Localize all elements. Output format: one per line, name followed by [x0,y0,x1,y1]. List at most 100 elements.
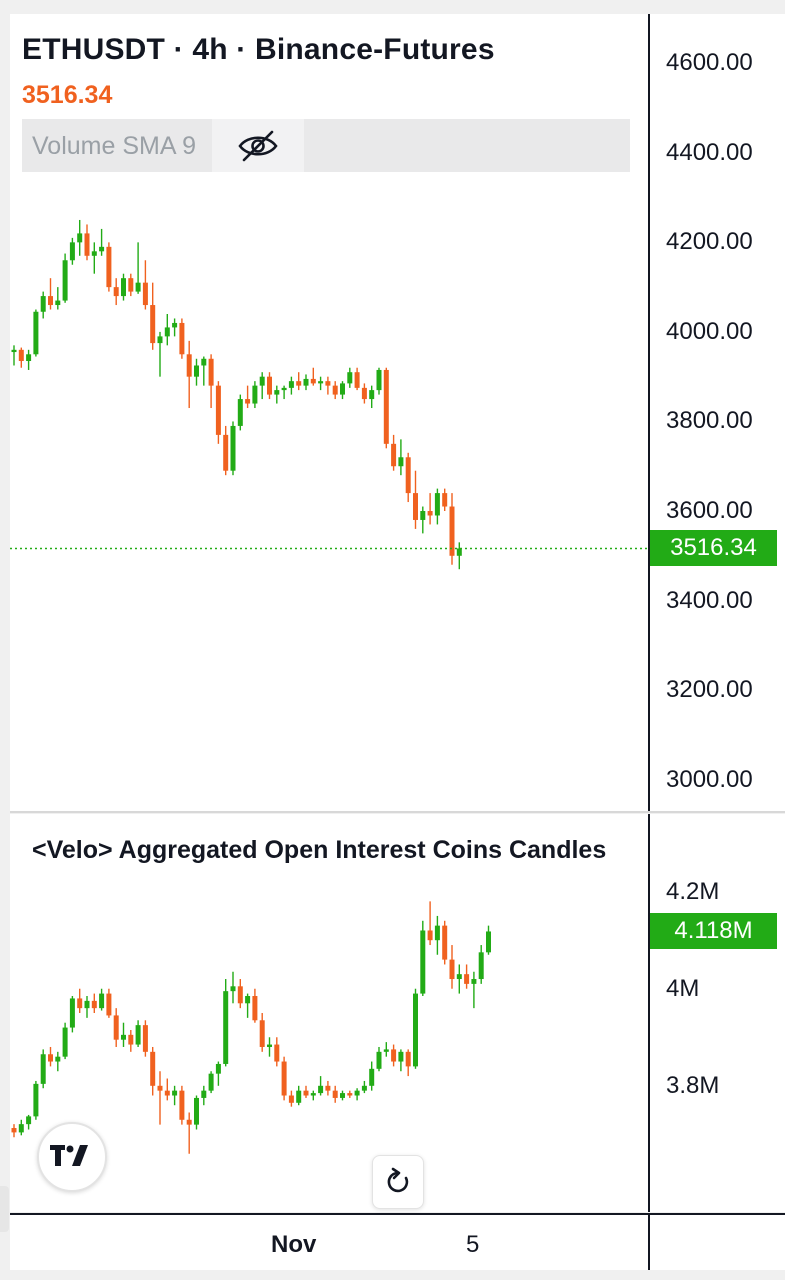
y-tick-label: 3000.00 [666,765,753,793]
candle-body [69,242,75,261]
y-tick-label: 3800.00 [666,407,753,435]
candle-body [471,979,477,984]
open-interest-candles [11,901,491,1154]
y-tick-label: 3600.00 [666,497,753,524]
candle-body [18,349,24,362]
candle-body [33,311,39,355]
y-tick-label: 4.2M [666,877,720,905]
y-tick-label: 4200.00 [666,228,753,256]
candle-body [194,1097,199,1125]
candle-body [347,372,353,384]
candle-body [91,1000,97,1009]
drawing-toolbar-handle[interactable] [0,1186,9,1232]
oi-scale-border [648,814,650,1212]
candle-body [201,358,207,366]
candle-body [303,1090,309,1096]
candle-body [208,1073,214,1091]
volume-indicator-legend[interactable] [22,119,630,172]
candle-body [237,399,243,426]
candle-body [157,1085,163,1091]
candle-body [413,993,418,1067]
candle-body [62,1027,68,1057]
candle-body [26,354,32,362]
candle-body [142,1025,148,1052]
candle-body [405,457,411,494]
time-scale-border [648,1215,650,1270]
candle-body [434,925,440,941]
candle-body [186,354,192,377]
candle-body [449,959,455,980]
y-tick-label: 4M [666,974,700,1002]
candle-body [157,336,163,344]
candle-body [186,1119,192,1125]
candle-body [150,305,156,344]
candle-body [128,1034,134,1045]
candle-body [361,1085,367,1091]
candle-body [427,511,433,516]
open-interest-panel[interactable] [10,814,785,1212]
candle-body [310,1093,316,1096]
candle-body [318,1085,324,1094]
candle-body [310,378,316,384]
candle-body [434,493,440,516]
candle-body [99,993,105,1009]
pane-divider[interactable] [10,811,785,813]
candle-body [442,925,448,960]
candle-body [354,1090,360,1096]
toggle-visibility-button[interactable] [212,119,304,172]
candle-body [288,381,294,388]
reset-chart-button[interactable] [372,1155,424,1209]
candle-body [150,1051,156,1086]
time-label-5: 5 [466,1231,480,1258]
candle-body [332,385,338,395]
time-axis-panel[interactable] [10,1215,785,1270]
candle-body [369,390,375,400]
candle-body [405,1051,411,1067]
candle-body [398,457,404,467]
candle-body [142,282,148,306]
candle-body [354,372,360,388]
candle-body [106,993,112,1016]
candle-body [128,278,134,292]
candle-body [340,1093,345,1098]
candle-body [230,425,236,471]
volume-indicator-label[interactable]: Volume SMA 9 [32,132,196,160]
candle-body [296,1090,302,1103]
candle-body [91,251,97,256]
candle-body [230,986,236,992]
candle-body [84,1000,90,1009]
reset-icon [387,1167,409,1193]
candle-body [48,1054,53,1062]
tradingview-logo-button[interactable] [37,1122,107,1192]
time-label-nov: Nov [271,1231,317,1258]
candle-body [48,296,53,306]
y-tick-label: 3200.00 [666,676,753,704]
y-tick-label: 3400.00 [666,586,753,614]
candle-body [18,1124,24,1133]
candle-body [464,974,470,984]
candle-body [340,383,345,395]
candle-body [179,322,185,355]
candle-body [391,1049,397,1062]
candle-body [325,1085,331,1091]
candle-body [26,1116,32,1125]
candle-body [259,1020,265,1047]
candle-body [223,434,229,471]
candle-body [208,358,214,386]
price-scale-border [648,14,650,811]
candle-body [40,296,46,312]
y-tick-label: 4400.00 [666,138,753,166]
candle-body [135,282,141,292]
candle-body [69,998,75,1028]
candle-body [135,1025,141,1045]
open-interest-title[interactable]: <Velo> Aggregated Open Interest Coins Ca… [32,836,607,864]
symbol-title[interactable]: ETHUSDT · 4h · Binance-Futures [22,33,495,66]
candle-body [237,986,243,1004]
candle-body [296,381,302,386]
candle-body [201,1090,207,1098]
candle-body [274,1044,280,1062]
candle-body [376,1051,382,1069]
current-open-interest-tag: 4.118M [650,913,777,950]
candle-body [172,322,178,328]
